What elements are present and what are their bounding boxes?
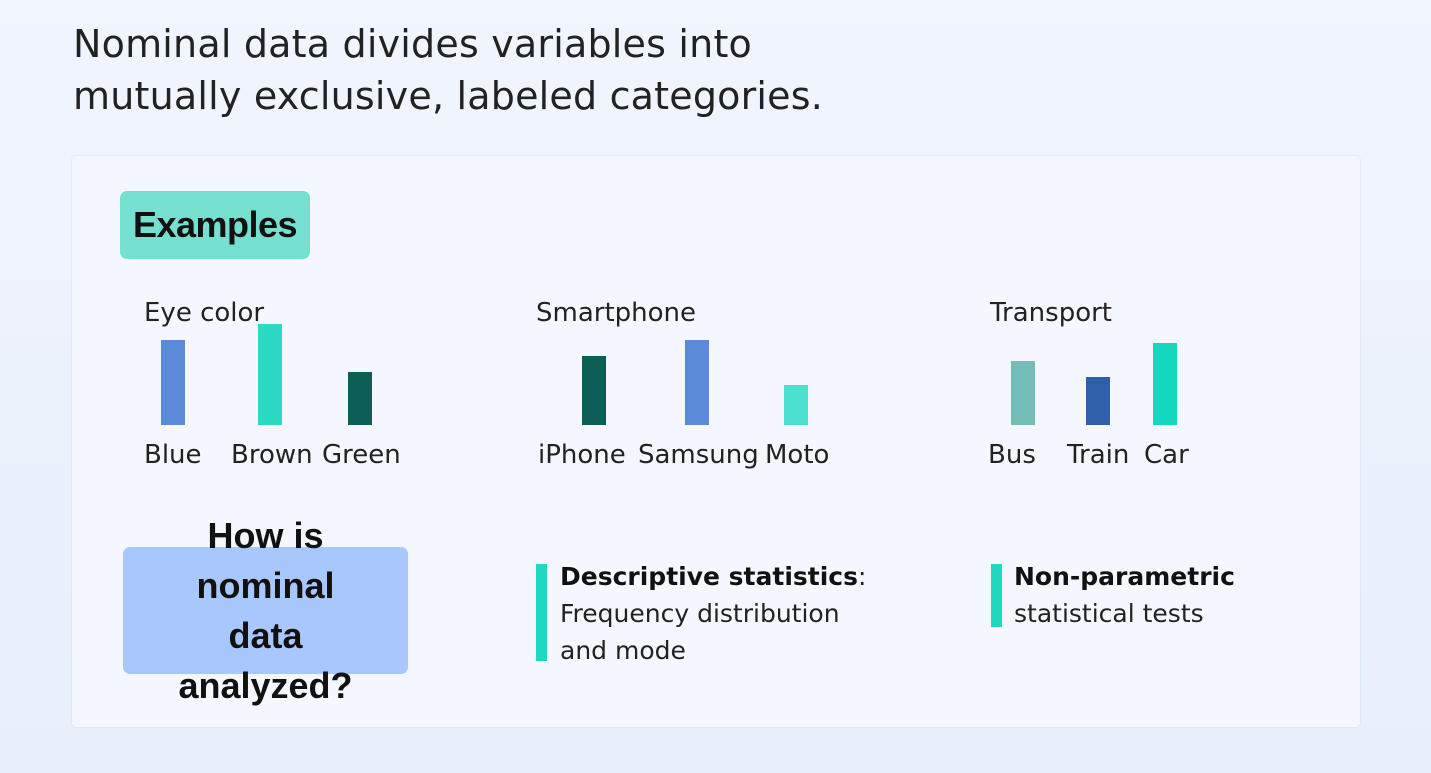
- bar-car: [1153, 343, 1177, 425]
- accent-bar: [991, 564, 1002, 627]
- category-label: Train: [1067, 440, 1130, 470]
- category-label: Green: [322, 440, 401, 470]
- bar-samsung: [685, 340, 709, 425]
- category-label: iPhone: [538, 440, 626, 470]
- accent-bar: [536, 564, 547, 661]
- chart-title: Smartphone: [536, 298, 697, 328]
- bar-train: [1086, 377, 1110, 425]
- note-line: Frequency distribution: [560, 599, 840, 628]
- bar-brown: [258, 324, 282, 425]
- question-line-1: How is nominal: [196, 514, 335, 606]
- headline-line-2: mutually exclusive, labeled categories.: [73, 74, 824, 118]
- category-label: Brown: [231, 440, 313, 470]
- category-label: Samsung: [638, 440, 759, 470]
- category-label: Car: [1144, 440, 1189, 470]
- note-line: statistical tests: [1014, 599, 1204, 628]
- note-heading: Descriptive statistics: [560, 562, 858, 591]
- question-line-2: data analyzed?: [178, 614, 353, 706]
- note-heading: Non-parametric: [1014, 562, 1235, 591]
- chart-title: Transport: [990, 298, 1113, 328]
- bar-moto: [784, 385, 808, 425]
- note-line: and mode: [560, 636, 686, 665]
- bar-bus: [1011, 361, 1035, 425]
- bar-blue: [161, 340, 185, 425]
- headline: Nominal data divides variables into mutu…: [73, 18, 1173, 122]
- chart-title: Eye color: [144, 298, 265, 328]
- non-parametric-note: Non-parametric statistical tests: [1014, 558, 1235, 632]
- category-label: Moto: [765, 440, 830, 470]
- descriptive-statistics-note: Descriptive statistics: Frequency distri…: [560, 558, 866, 669]
- examples-badge: Examples: [120, 191, 310, 259]
- bar-green: [348, 372, 372, 425]
- bar-iphone: [582, 356, 606, 425]
- question-badge: How is nominal data analyzed?: [123, 515, 408, 706]
- examples-card: Examples Eye color Blue Brown Green Smar…: [72, 156, 1360, 727]
- category-label: Blue: [144, 440, 202, 470]
- note-colon: :: [858, 562, 867, 591]
- category-label: Bus: [988, 440, 1036, 470]
- headline-line-1: Nominal data divides variables into: [73, 22, 752, 66]
